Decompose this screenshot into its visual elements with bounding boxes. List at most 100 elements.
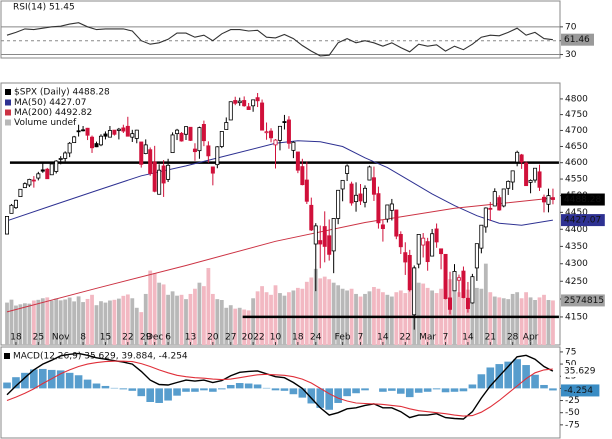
candle-body bbox=[260, 102, 265, 131]
y-tick-label: 30 bbox=[565, 50, 577, 60]
volume-bar bbox=[130, 298, 135, 345]
x-tick-label: Mar bbox=[419, 333, 436, 343]
volume-bar bbox=[81, 302, 85, 345]
candle-body bbox=[121, 127, 126, 132]
volume-bar bbox=[519, 298, 524, 345]
candle-body bbox=[318, 240, 323, 245]
volume-bar bbox=[528, 297, 533, 345]
candle-body bbox=[371, 177, 376, 195]
volume-bar bbox=[537, 297, 542, 345]
volume-bar bbox=[385, 294, 390, 345]
volume-bar bbox=[551, 300, 555, 345]
candle-body bbox=[398, 234, 403, 248]
volume-bar bbox=[322, 276, 327, 345]
candle-body bbox=[166, 164, 171, 180]
volume-bar bbox=[18, 304, 23, 345]
candle-body bbox=[219, 131, 224, 147]
histogram-bar bbox=[289, 388, 298, 395]
legend-swatch bbox=[5, 119, 11, 126]
x-tick-label: 7 bbox=[443, 333, 449, 343]
candle-body bbox=[313, 225, 318, 245]
x-tick-label: 15 bbox=[100, 333, 111, 343]
histogram-bar bbox=[405, 388, 414, 398]
candle-body bbox=[394, 209, 399, 237]
y-tick-label: 4550 bbox=[565, 175, 588, 185]
candle-body bbox=[309, 204, 314, 231]
y-tick-label: -75 bbox=[565, 420, 580, 430]
histogram-bar bbox=[450, 388, 459, 392]
volume-bar bbox=[251, 298, 256, 345]
candle-body bbox=[116, 128, 121, 131]
histogram-bar bbox=[155, 388, 163, 403]
candle-body bbox=[322, 226, 327, 247]
volume-last-label: 2574815 bbox=[564, 296, 604, 306]
candle-body bbox=[9, 204, 14, 214]
macd-line bbox=[6, 352, 554, 420]
y-tick-label: 4450 bbox=[565, 208, 588, 218]
volume-bar bbox=[116, 298, 121, 345]
volume-bar bbox=[49, 300, 54, 345]
x-tick-label: Nov bbox=[52, 333, 70, 343]
y-tick-label: 4750 bbox=[565, 110, 588, 120]
volume-bar bbox=[421, 283, 426, 345]
candle-body bbox=[519, 154, 524, 163]
signal-line bbox=[6, 360, 553, 417]
volume-bar bbox=[483, 263, 488, 345]
histogram-bar bbox=[244, 383, 253, 389]
volume-bar bbox=[318, 278, 323, 345]
candle-body bbox=[251, 99, 256, 107]
volume-bar bbox=[215, 299, 220, 345]
candle-body bbox=[134, 129, 139, 139]
y-tick-label: 4650 bbox=[565, 142, 588, 152]
histogram-bar bbox=[101, 385, 110, 389]
candle-body bbox=[98, 135, 103, 146]
legend-label: Volume undef bbox=[14, 118, 77, 128]
candle-body bbox=[336, 189, 341, 219]
histogram-bar bbox=[200, 388, 208, 391]
legend-title: $SPX (Daily) 4488.28 bbox=[14, 88, 110, 98]
histogram-last-label-box bbox=[561, 384, 600, 397]
candle-body bbox=[54, 160, 59, 172]
histogram-bar bbox=[441, 388, 450, 393]
y-tick-label: 4250 bbox=[565, 277, 588, 287]
histogram-bar bbox=[3, 382, 11, 389]
rsi-title: RSI(14) 51.45 bbox=[13, 3, 75, 13]
volume-bar bbox=[188, 293, 193, 345]
candle-body bbox=[501, 188, 506, 207]
candle-body bbox=[380, 224, 385, 230]
candle-body bbox=[354, 194, 359, 203]
volume-bar bbox=[121, 295, 126, 345]
histogram-bar bbox=[334, 388, 342, 403]
volume-last-label-box bbox=[561, 294, 605, 307]
histogram-bar bbox=[30, 369, 38, 389]
histogram-bar bbox=[325, 388, 333, 410]
candle-body bbox=[206, 145, 211, 157]
candle-body bbox=[85, 127, 90, 136]
volume-bar bbox=[389, 296, 394, 345]
candle-body bbox=[228, 101, 233, 121]
candle-body bbox=[233, 100, 238, 104]
candle-body bbox=[425, 241, 430, 263]
volume-bar bbox=[23, 303, 27, 345]
histogram-bar bbox=[137, 388, 146, 397]
volume-bar bbox=[9, 299, 14, 345]
ma-last-label: 4427.07 bbox=[564, 216, 601, 226]
candle-body bbox=[291, 141, 296, 151]
histogram-bar bbox=[191, 388, 199, 392]
volume-bar bbox=[282, 295, 287, 345]
histogram-bar bbox=[56, 370, 65, 389]
volume-bar bbox=[112, 299, 117, 345]
histogram-bar bbox=[486, 367, 495, 389]
volume-bar bbox=[94, 305, 99, 345]
volume-bar bbox=[219, 300, 224, 345]
volume-bar bbox=[313, 268, 318, 345]
candle-body bbox=[470, 276, 475, 304]
volume-bar bbox=[233, 308, 238, 345]
x-tick-label: 18 bbox=[10, 333, 22, 343]
histogram-bar bbox=[531, 374, 539, 389]
histogram-bar bbox=[388, 388, 396, 391]
x-tick-label: 21 bbox=[485, 333, 496, 343]
candle-body bbox=[67, 142, 72, 154]
moving-average bbox=[6, 197, 553, 313]
